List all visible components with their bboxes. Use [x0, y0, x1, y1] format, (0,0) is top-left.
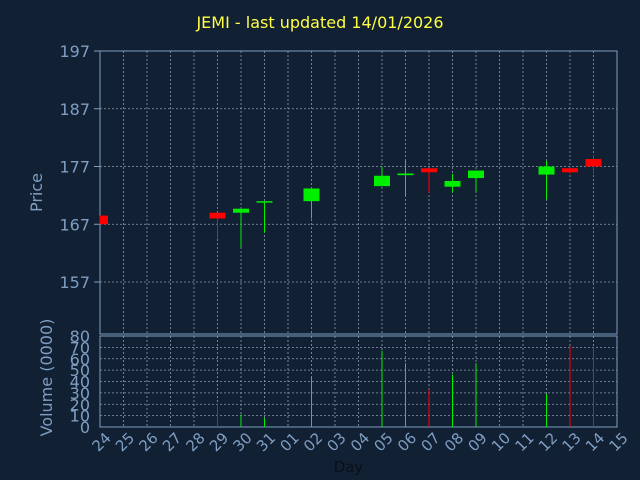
volume-tick-label: 40	[70, 373, 90, 392]
x-tick-label: 02	[300, 429, 326, 455]
x-tick-label: 29	[206, 429, 232, 455]
candle-body	[538, 166, 555, 175]
x-tick-label: 13	[559, 429, 585, 455]
x-tick-label: 30	[230, 429, 256, 455]
x-tick-label: 26	[136, 429, 162, 455]
x-tick-label: 31	[253, 429, 279, 455]
candle-body	[585, 159, 602, 167]
volume-tick-label: 10	[70, 407, 90, 426]
candle-body	[100, 215, 108, 225]
volume-tick-label: 0	[80, 418, 90, 437]
candle-body	[256, 201, 273, 203]
candle-body	[303, 188, 320, 202]
volume-tick-label: 20	[70, 395, 90, 414]
x-tick-label: 04	[347, 429, 373, 455]
volume-tick-label: 70	[70, 338, 90, 357]
x-tick-label: 07	[418, 429, 444, 455]
volume-tick-label: 60	[70, 350, 90, 369]
x-tick-label: 03	[324, 429, 350, 455]
x-tick-label: 25	[112, 429, 138, 455]
volume-tick-label: 80	[70, 327, 90, 346]
x-tick-label: 09	[465, 429, 491, 455]
candle-body	[209, 212, 226, 219]
x-axis-label: Day	[334, 458, 364, 476]
price-tick-label: 177	[59, 158, 90, 177]
price-axis-label: Price	[27, 173, 46, 212]
x-tick-label: 05	[371, 429, 397, 455]
x-tick-label: 24	[89, 429, 115, 455]
x-tick-label: 01	[277, 429, 303, 455]
candle-body	[562, 168, 578, 173]
candle-body	[468, 170, 484, 179]
x-tick-label: 06	[394, 429, 420, 455]
candle-body	[397, 173, 414, 176]
chart-title: JEMI - last updated 14/01/2026	[196, 13, 444, 32]
volume-tick-label: 30	[70, 384, 90, 403]
candle-body	[444, 180, 461, 187]
x-tick-label: 08	[441, 429, 467, 455]
x-tick-label: 10	[488, 429, 514, 455]
candle-body	[421, 168, 437, 173]
candle-body	[374, 175, 390, 187]
x-tick-label: 27	[159, 429, 185, 455]
x-tick-label: 11	[512, 429, 538, 455]
price-tick-label: 157	[59, 273, 90, 292]
price-tick-label: 167	[59, 215, 90, 234]
price-tick-label: 187	[59, 100, 90, 119]
volume-tick-label: 50	[70, 361, 90, 380]
x-tick-label: 14	[582, 429, 608, 455]
volume-axis-label: Volume (0000)	[37, 319, 56, 437]
x-tick-label: 12	[535, 429, 561, 455]
x-tick-label: 28	[183, 429, 209, 455]
x-tick-label: 15	[606, 429, 632, 455]
price-tick-label: 197	[59, 42, 90, 61]
candle-body	[233, 208, 249, 213]
